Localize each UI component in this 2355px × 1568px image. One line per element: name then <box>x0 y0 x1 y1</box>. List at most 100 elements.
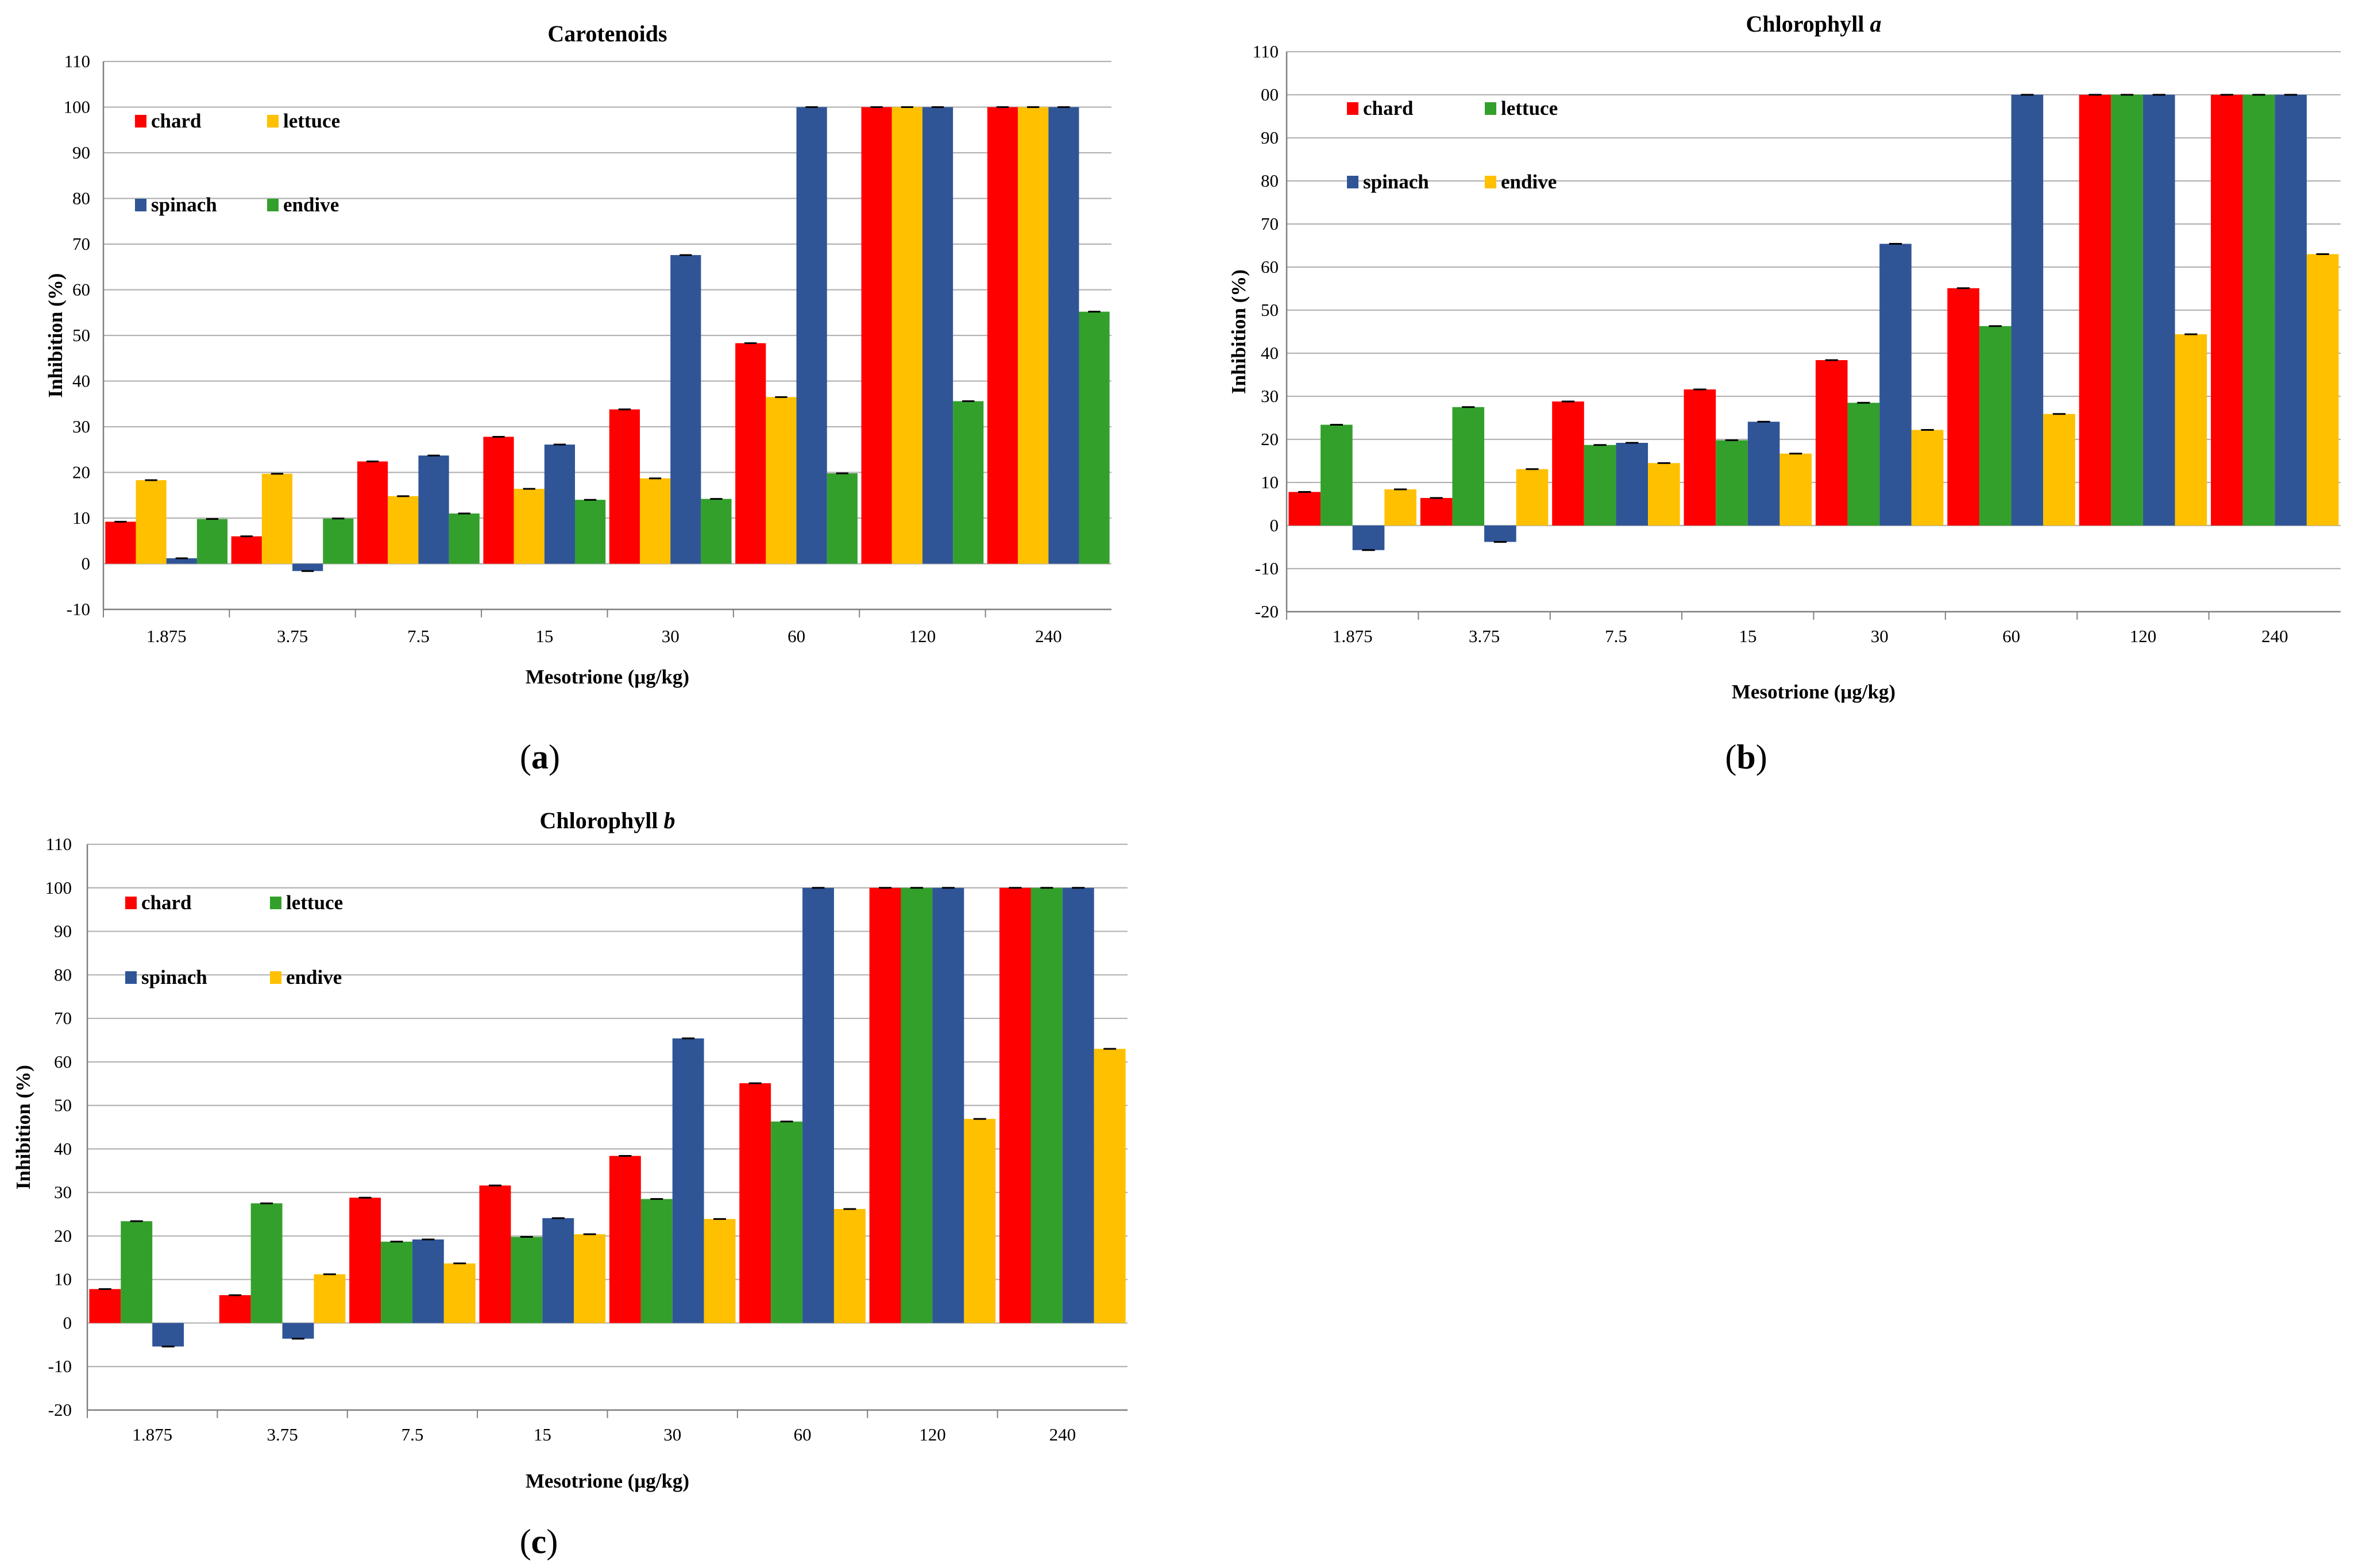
panel-label: (c) <box>520 1523 558 1561</box>
bar-lettuce <box>640 1199 673 1323</box>
y-tick-label: 50 <box>1261 300 1279 320</box>
bar-chard <box>1552 401 1584 526</box>
bar-spinach <box>152 1323 184 1347</box>
x-tick-label: 7.5 <box>407 626 430 646</box>
bar-chard <box>2211 95 2243 526</box>
x-tick-label: 15 <box>1739 626 1756 646</box>
y-tick-label: 10 <box>54 1269 72 1289</box>
bar-endive <box>704 1219 736 1323</box>
panel-letter: b <box>1736 738 1755 776</box>
y-tick-label: 110 <box>64 51 90 71</box>
x-axis-label: Mesotrione (μg/kg) <box>1732 681 1895 703</box>
bar-endive <box>323 518 354 564</box>
bar-spinach <box>802 887 834 1323</box>
bar-endive <box>833 1208 866 1323</box>
bar-spinach <box>796 107 827 564</box>
x-tick-label: 60 <box>787 626 805 646</box>
bar-spinach <box>1747 422 1780 526</box>
x-tick-label: 15 <box>534 1424 551 1445</box>
legend-label-chard: chard <box>151 110 202 132</box>
bar-spinach <box>412 1239 444 1323</box>
y-tick-label: 20 <box>72 462 90 482</box>
y-tick-label: 40 <box>72 371 90 391</box>
y-tick-label: 80 <box>54 964 72 984</box>
chart-title: Chlorophyll a <box>1746 11 1882 37</box>
panel-paren: ) <box>1756 738 1767 776</box>
y-tick-label: 0 <box>82 554 91 574</box>
bar-lettuce <box>901 887 933 1323</box>
y-tick-label: 10 <box>72 508 90 528</box>
y-tick-label: 60 <box>1261 257 1279 277</box>
bar-endive <box>575 500 606 564</box>
x-tick-label: 240 <box>1049 1424 1076 1445</box>
bar-spinach <box>544 445 576 564</box>
bar-chard <box>105 522 136 564</box>
legend-swatch-endive <box>1485 176 1496 188</box>
bar-chard <box>479 1185 511 1323</box>
x-tick-label: 30 <box>662 626 680 646</box>
y-tick-label: 00 <box>1261 84 1279 105</box>
x-axis-label: Mesotrione (μg/kg) <box>526 666 689 688</box>
legend-swatch-spinach <box>125 971 137 984</box>
legend-label-endive: endive <box>1501 171 1557 193</box>
y-tick-label: 40 <box>54 1138 72 1158</box>
bar-lettuce <box>2111 95 2143 526</box>
chart-title-italic: a <box>1870 11 1882 37</box>
y-tick-label: 110 <box>1253 41 1279 61</box>
bar-lettuce <box>639 478 671 564</box>
bar-lettuce <box>1716 440 1748 526</box>
y-tick-label: 60 <box>54 1052 72 1072</box>
y-tick-label: 0 <box>1270 515 1279 535</box>
bar-chard <box>1288 492 1321 526</box>
bar-lettuce <box>1452 407 1485 526</box>
bar-chard <box>1947 288 1979 526</box>
y-axis-label: Inhibition (%) <box>44 273 67 398</box>
bar-spinach <box>542 1218 574 1323</box>
y-tick-label: 90 <box>1261 128 1279 148</box>
legend-label-spinach: spinach <box>151 194 217 216</box>
bar-endive <box>196 519 228 564</box>
legend-swatch-chard <box>125 897 137 909</box>
panel-label: (a) <box>520 738 560 776</box>
bar-lettuce <box>250 1203 283 1323</box>
y-tick-label: 10 <box>1261 472 1279 492</box>
x-tick-label: 120 <box>2130 626 2157 646</box>
bar-lettuce <box>136 480 167 564</box>
x-tick-label: 120 <box>909 626 936 646</box>
legend-swatch-lettuce <box>270 897 281 909</box>
y-tick-label: 20 <box>54 1226 72 1246</box>
x-tick-label: 60 <box>794 1424 812 1445</box>
legend-label-chard: chard <box>141 891 192 914</box>
bar-endive <box>2175 334 2207 526</box>
y-axis-label: Inhibition (%) <box>12 1065 34 1189</box>
y-tick-label: 30 <box>1261 386 1279 406</box>
bar-spinach <box>670 255 701 564</box>
bar-endive <box>827 473 858 564</box>
bar-lettuce <box>261 473 293 564</box>
bar-chard <box>1815 360 1848 526</box>
bar-spinach <box>922 107 953 564</box>
legend-swatch-spinach <box>1347 176 1358 188</box>
legend-label-lettuce: lettuce <box>1501 97 1558 119</box>
bar-lettuce <box>1018 107 1049 564</box>
y-tick-label: -10 <box>48 1356 72 1376</box>
bar-spinach <box>2011 95 2044 526</box>
bar-endive <box>953 401 984 564</box>
bar-spinach <box>932 887 964 1323</box>
bar-spinach <box>418 455 449 564</box>
chart-panel-2: -20 -10 0 10 20 30 40 50 60 70 80 90 00 110 1.875 3.75 7… <box>1227 11 2341 776</box>
chart-title: Carotenoids <box>547 21 667 47</box>
y-tick-label: 100 <box>64 97 91 117</box>
legend-label-lettuce: lettuce <box>286 891 343 914</box>
x-tick-label: 15 <box>535 626 553 646</box>
chart-panel-1: -10 0 10 20 30 40 50 60 70 80 90 100 110 1.875 3.75 7.5… <box>44 21 1111 776</box>
bar-endive <box>314 1274 346 1323</box>
legend-swatch-endive <box>267 199 279 211</box>
bar-chard <box>1420 498 1453 526</box>
bar-endive <box>2306 254 2339 526</box>
legend-label-spinach: spinach <box>141 966 207 988</box>
y-tick-label: 110 <box>46 834 72 854</box>
x-tick-label: 7.5 <box>401 1424 424 1445</box>
bar-chard <box>89 1289 121 1323</box>
x-tick-label: 7.5 <box>1605 626 1627 646</box>
